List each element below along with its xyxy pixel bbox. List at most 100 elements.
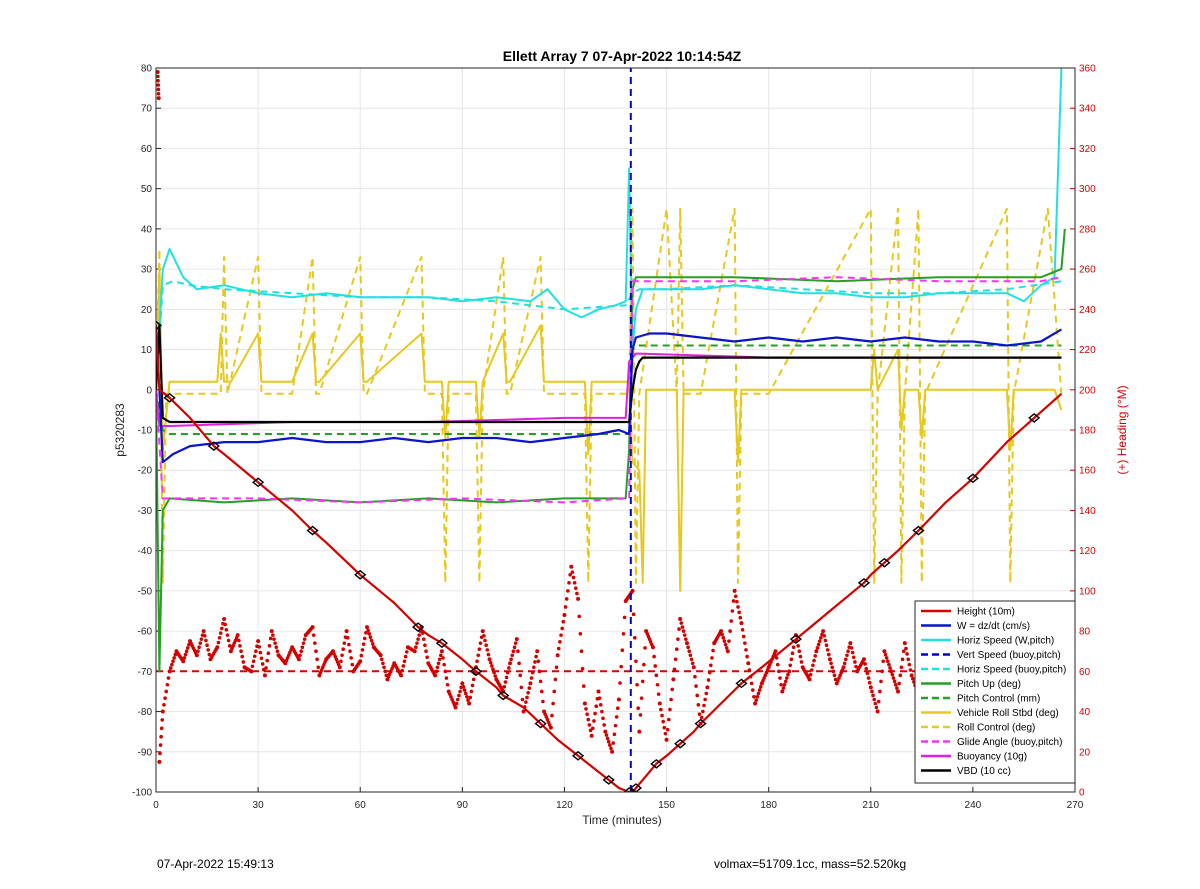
heading-point [817, 639, 822, 643]
heading-point [443, 669, 448, 674]
heading-point [260, 662, 265, 666]
heading-point [851, 655, 856, 660]
heading-point [484, 643, 488, 647]
heading-point [252, 654, 257, 659]
heading-point [167, 669, 172, 674]
y-tick-label: 10 [141, 345, 153, 356]
heading-point [298, 653, 302, 658]
heading-point [694, 684, 698, 688]
y2-tick-label: 160 [1079, 466, 1096, 477]
heading-point [250, 664, 255, 669]
heading-point [780, 689, 785, 694]
heading-point [552, 689, 557, 694]
heading-point [845, 653, 849, 658]
heading-point [585, 712, 589, 717]
heading-point [272, 637, 276, 641]
heading-point [360, 648, 365, 652]
y2-tick-label: 240 [1079, 305, 1096, 316]
heading-point [502, 684, 507, 689]
x-tick-label: 30 [253, 800, 265, 811]
heading-point [511, 649, 516, 654]
heading-point [870, 689, 874, 694]
heading-point [275, 649, 280, 654]
legend-label-w: W = dz/dt (cm/s) [957, 621, 1030, 632]
heading-point [520, 697, 525, 702]
heading-point [558, 640, 562, 644]
heading-point [603, 729, 608, 734]
heading-point [258, 650, 263, 655]
heading-point [610, 749, 615, 754]
heading-point [241, 660, 246, 664]
heading-point [417, 633, 422, 637]
heading-point [662, 725, 667, 730]
heading-point [722, 639, 727, 643]
heading-point [274, 645, 279, 649]
y2-tick-label: 200 [1079, 385, 1096, 396]
heading-point [316, 665, 321, 670]
heading-point [476, 653, 481, 658]
heading-point [273, 641, 277, 645]
heading-point [619, 664, 623, 669]
heading-point [807, 677, 812, 682]
heading-point [741, 634, 746, 639]
legend-label-vbd: VBD (10 cc) [957, 766, 1011, 777]
heading-point [341, 647, 346, 652]
heading-point [815, 646, 820, 650]
heading-point [593, 711, 597, 716]
x-tick-label: 120 [556, 800, 573, 811]
heading-point [738, 615, 743, 620]
heading-point [898, 673, 903, 678]
heading-point [361, 642, 366, 646]
legend-label-buoy: Buoyancy (10g) [957, 752, 1027, 763]
heading-point [156, 96, 161, 101]
heading-point [345, 636, 350, 640]
heading-point [488, 660, 493, 665]
heading-point [750, 688, 755, 692]
heading-point [582, 701, 587, 706]
heading-point [471, 677, 476, 682]
series-glide [156, 276, 1062, 504]
heading-point [164, 689, 169, 694]
x-tick-label: 0 [153, 800, 159, 811]
heading-point [609, 746, 613, 751]
heading-point [779, 682, 783, 687]
heading-point [830, 665, 835, 670]
heading-point [548, 725, 553, 730]
y2-tick-label: 360 [1079, 64, 1096, 75]
heading-point [493, 674, 498, 678]
y-tick-label: 70 [141, 104, 153, 115]
heading-point [746, 661, 751, 666]
heading-point [733, 594, 738, 599]
heading-point [349, 656, 353, 660]
heading-point [365, 625, 370, 630]
heading-point [695, 693, 699, 698]
heading-point [311, 633, 316, 637]
heading-point [163, 696, 167, 700]
legend-label-vert: Vert Speed (buoy,pitch) [957, 650, 1061, 661]
height-marker [602, 775, 615, 785]
heading-point [889, 669, 894, 674]
y2-tick-label: 140 [1079, 506, 1096, 517]
heading-point [736, 605, 740, 609]
heading-point [424, 649, 428, 654]
heading-point [814, 649, 819, 654]
heading-point [813, 654, 817, 658]
heading-point [259, 656, 264, 661]
heading-point [563, 605, 568, 609]
legend: Height (10m) W = dz/dt (cm/s) Horiz Speed … [914, 600, 1076, 784]
series-rollctl [156, 207, 1063, 584]
heading-point [165, 682, 170, 687]
x-tick-label: 240 [965, 800, 982, 811]
heading-point [789, 657, 794, 662]
heading-point [660, 713, 664, 718]
heading-point [631, 612, 636, 617]
heading-point [216, 640, 221, 645]
y-tick-label: -60 [138, 627, 153, 638]
heading-point [516, 649, 520, 654]
heading-point [469, 689, 474, 694]
y-tick-label: -100 [132, 788, 152, 799]
heading-point [632, 636, 637, 640]
footer-timestamp: 07-Apr-2022 15:49:13 [157, 857, 274, 871]
heading-point [570, 570, 575, 574]
height-marker [306, 525, 319, 536]
